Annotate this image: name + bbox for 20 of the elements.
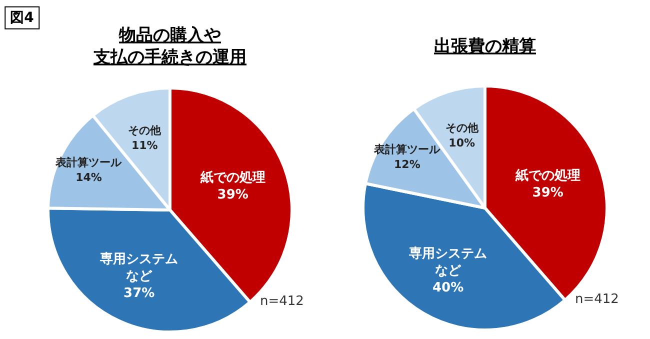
slice-label: その他 bbox=[128, 124, 162, 138]
data-label: 40% bbox=[432, 280, 464, 296]
data-label: 12% bbox=[394, 158, 420, 172]
text: n=412 bbox=[575, 292, 619, 307]
slice-label: 紙での処理 bbox=[199, 170, 266, 186]
text: n=412 bbox=[260, 294, 304, 309]
data-label: 39% bbox=[217, 188, 248, 203]
data-label: 10% bbox=[448, 136, 476, 150]
slice-label: 紙での処理 bbox=[514, 168, 580, 184]
slice-label: 専用システムなど bbox=[99, 250, 178, 284]
data-label: 39% bbox=[532, 186, 564, 201]
slice-label: 表計算ツール bbox=[54, 156, 123, 170]
slice-label: 表計算ツール bbox=[373, 143, 442, 156]
slice-label: 専用システムなど bbox=[408, 246, 488, 279]
data-label: 37% bbox=[124, 286, 155, 301]
caption: 図4 bbox=[10, 10, 34, 26]
slice-label: その他 bbox=[445, 121, 480, 135]
data-label: 14% bbox=[76, 171, 102, 184]
chart-title: 出張費の精算 bbox=[434, 36, 536, 57]
data-label: 11% bbox=[131, 139, 158, 152]
